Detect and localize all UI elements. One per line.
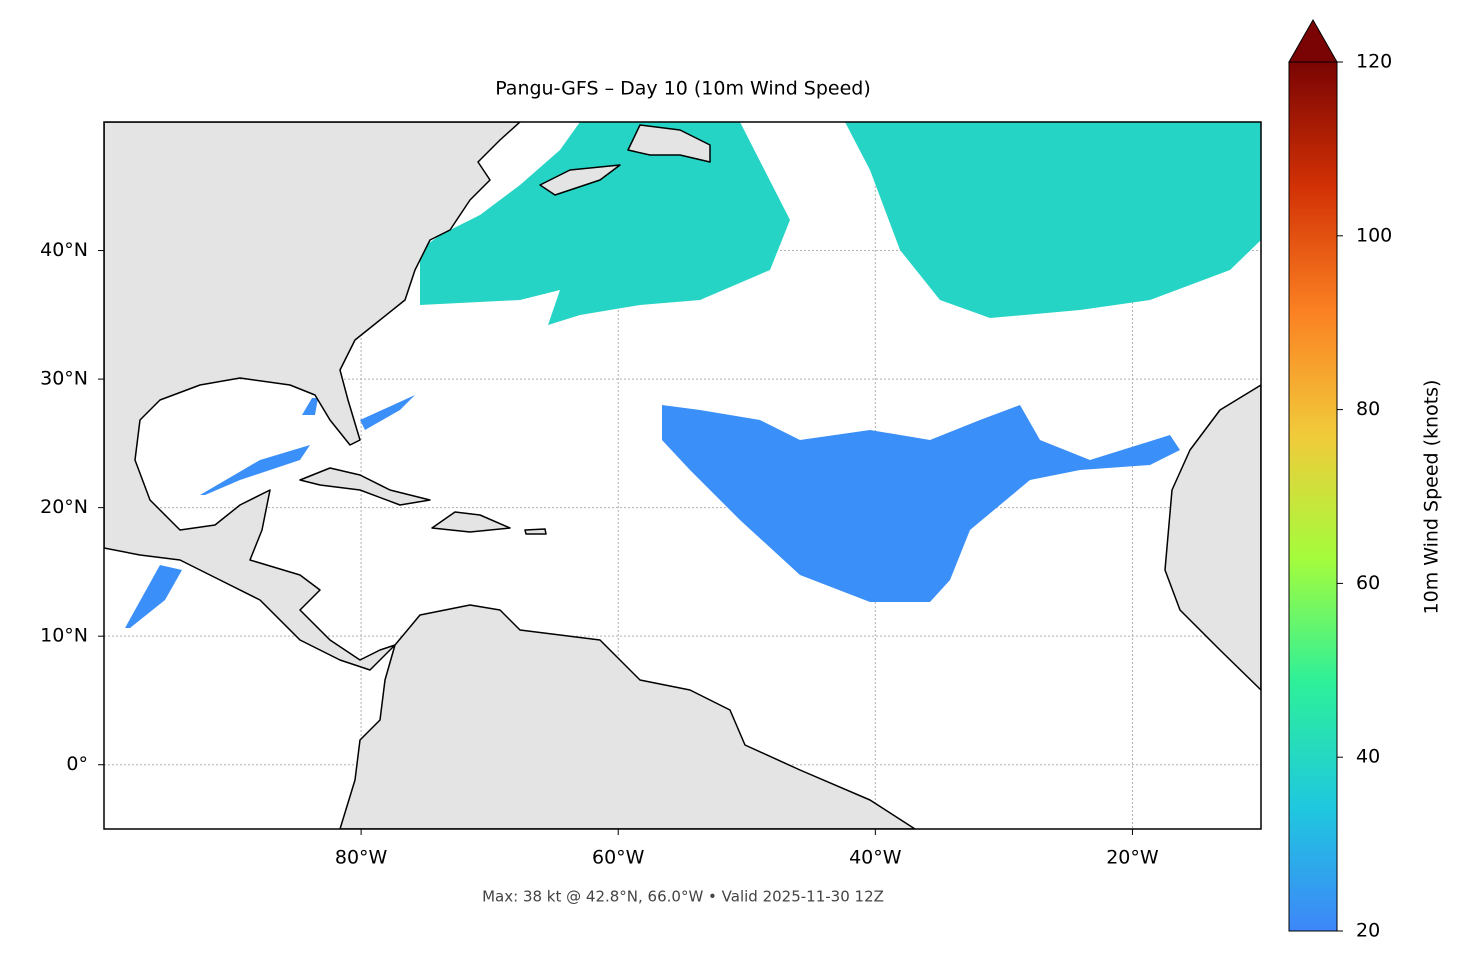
africa (1164, 384, 1261, 691)
newfoundland (627, 124, 711, 163)
wind-field (662, 405, 1180, 602)
wind-field (125, 565, 182, 628)
wind-field (360, 395, 415, 430)
colorbar-tick-label: 20 (1356, 920, 1380, 942)
map-title: Pangu-GFS – Day 10 (10m Wind Speed) (495, 78, 871, 100)
y-tick-label: 30°N (40, 368, 88, 390)
puerto-rico (524, 528, 547, 535)
colorbar-tick-label: 60 (1356, 572, 1380, 594)
x-tick-label: 60°W (592, 847, 645, 869)
nova-scotia (539, 164, 621, 196)
colorbar-extend (1288, 18, 1338, 63)
south-america (339, 604, 916, 829)
footnote: Max: 38 kt @ 42.8°N, 66.0°W • Valid 2025… (482, 888, 884, 906)
colorbar-tick-label: 100 (1356, 224, 1392, 246)
wind-field (420, 122, 790, 325)
x-tick-label: 40°W (849, 847, 902, 869)
colorbar: 10m Wind Speed (knots) 20 40 60 80 100 120 (1288, 18, 1443, 942)
wind-field (845, 122, 1261, 318)
x-tick-label: 20°W (1106, 847, 1159, 869)
y-tick-label: 40°N (40, 239, 88, 261)
cuba (299, 467, 431, 506)
wind-field (302, 398, 318, 415)
map-body (104, 122, 1261, 829)
colorbar-tick-label: 40 (1356, 746, 1380, 768)
colorbar-tick-label: 120 (1356, 51, 1392, 73)
map-frame (103, 121, 1262, 830)
y-tick-label: 20°N (40, 496, 88, 518)
colorbar-label: 10m Wind Speed (knots) (1421, 380, 1443, 615)
north-america (104, 122, 521, 671)
colorbar-tick-label: 80 (1356, 398, 1380, 420)
y-tick-label: 0° (66, 753, 88, 775)
hispaniola (431, 511, 511, 533)
colorbar-ramp (1288, 61, 1338, 932)
x-tick-label: 80°W (335, 847, 388, 869)
y-tick-label: 10°N (40, 625, 88, 647)
wind-field (200, 445, 310, 495)
